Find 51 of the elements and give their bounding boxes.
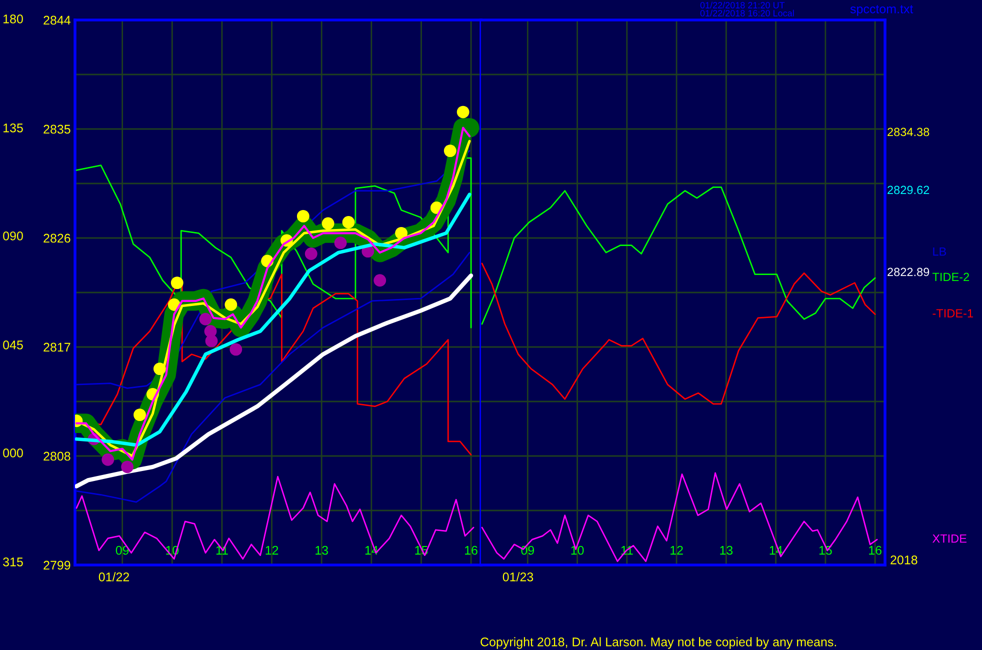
- text: 180: [4, 14, 23, 24]
- text: 090: [3, 232, 23, 240]
- text: 135: [4, 124, 23, 132]
- x-tick-label: 16: [869, 546, 882, 555]
- y-tick-label: 2808: [44, 452, 70, 461]
- point: [456, 106, 470, 118]
- y-tick-label: 2817: [44, 342, 70, 352]
- text: 2834.38: [888, 128, 930, 136]
- point: [296, 210, 310, 222]
- text: 2018: [890, 556, 918, 564]
- point: [304, 248, 318, 260]
- point: [134, 408, 146, 422]
- point: [322, 217, 334, 230]
- point: [224, 298, 238, 311]
- point: [374, 274, 386, 287]
- text: Copyright 2018, Dr. Al Larson. May not be copied by any means.: [480, 637, 836, 649]
- x-tick-label: 12: [266, 546, 278, 555]
- y-tick-label: 2844: [44, 16, 70, 25]
- text: LB: [933, 247, 946, 256]
- text: 01/22/2018 21:20 UT: [700, 2, 785, 8]
- text: 045: [3, 340, 23, 350]
- point: [334, 236, 347, 250]
- point: [205, 334, 218, 348]
- x-tick-label: 10: [571, 546, 584, 555]
- x-tick-label: 12: [670, 546, 683, 555]
- x-tick-label: 13: [316, 546, 328, 555]
- point: [444, 144, 456, 158]
- y-tick-label: 2799: [44, 560, 70, 570]
- point: [102, 453, 114, 466]
- text: 000: [3, 448, 23, 458]
- x-tick-label: 16: [465, 546, 478, 555]
- text: 315: [3, 558, 23, 566]
- y-tick-label: 2835: [44, 124, 70, 134]
- x-tick-label: 13: [720, 546, 733, 555]
- text: 2822.89: [888, 268, 930, 276]
- text: 01/22: [98, 572, 130, 582]
- point: [342, 216, 355, 228]
- text: 01/22/2018 16:20 Local: [700, 10, 794, 16]
- point: [170, 276, 184, 290]
- text: -TIDE-1: [932, 309, 973, 318]
- line-series: [75, 192, 472, 447]
- y-tick-label: 2826: [44, 234, 70, 243]
- x-tick-label: 09: [521, 546, 534, 555]
- text: TIDE-2: [932, 272, 970, 282]
- point: [121, 460, 134, 474]
- text: spcctom.txt: [850, 5, 914, 16]
- text: XTIDE: [932, 534, 966, 543]
- point: [230, 343, 242, 356]
- point: [199, 312, 212, 326]
- text: 2829.62: [888, 186, 930, 194]
- text: 01/23: [502, 572, 534, 582]
